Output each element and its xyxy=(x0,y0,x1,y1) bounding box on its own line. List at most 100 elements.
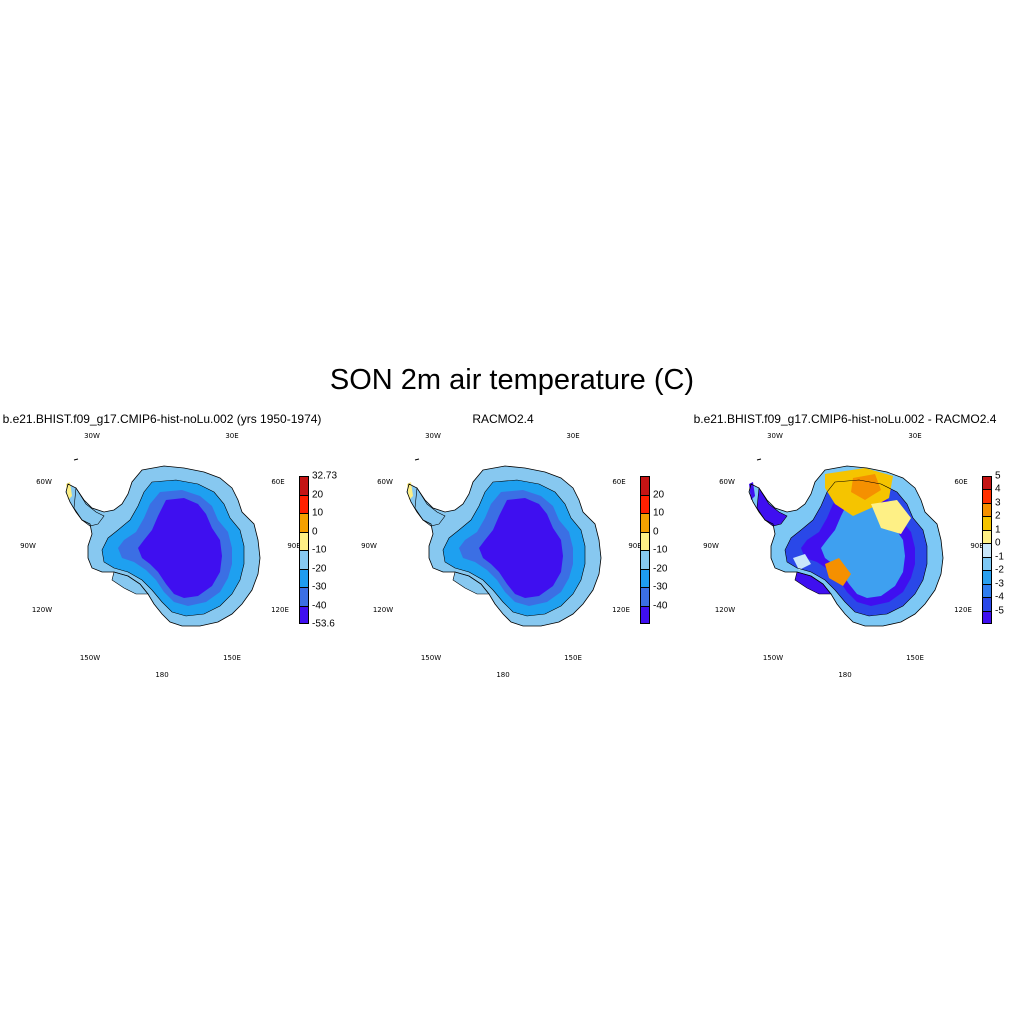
coastline xyxy=(748,465,944,627)
colorbar-label: -20 xyxy=(653,563,668,574)
graticule-label: 60W xyxy=(719,478,735,486)
colorbar xyxy=(299,476,309,624)
graticule-label: 180 xyxy=(838,671,852,679)
colorbar-segment xyxy=(640,605,650,624)
graticule-label: 30E xyxy=(908,432,922,440)
antarctica-map xyxy=(65,458,261,627)
colorbar-segment xyxy=(299,476,309,495)
colorbar-label: 0 xyxy=(995,537,1001,549)
graticule-label: 120W xyxy=(31,606,53,614)
graticule-label: 180 xyxy=(155,671,169,679)
colorbar-segment xyxy=(299,605,309,624)
colorbar-label: -53.6 xyxy=(312,618,335,630)
island-mark xyxy=(414,458,420,461)
colorbar-label: -4 xyxy=(995,591,1004,603)
colorbar-label: -5 xyxy=(995,605,1004,617)
colorbar-segment xyxy=(982,556,992,571)
graticule-label: 150W xyxy=(79,654,101,662)
colorbar-segment xyxy=(299,550,309,569)
panel-title: b.e21.BHIST.f09_g17.CMIP6-hist-noLu.002 … xyxy=(2,412,322,426)
colorbar-label: 20 xyxy=(312,489,324,500)
colorbar-segment xyxy=(982,570,992,584)
colorbar-segment xyxy=(299,513,309,532)
panel-title: b.e21.BHIST.f09_g17.CMIP6-hist-noLu.002 … xyxy=(693,412,997,426)
graticule-label: 90E xyxy=(628,542,642,550)
grounding-line xyxy=(442,479,586,617)
anomaly-patch xyxy=(825,558,851,586)
colorbar-label: 32.73 xyxy=(312,470,338,482)
colorbar-label: 4 xyxy=(995,483,1001,495)
colorbar-label: 20 xyxy=(653,489,665,500)
graticule-label: 150E xyxy=(223,654,241,662)
graticule-label: 60W xyxy=(36,478,52,486)
antarctica-map xyxy=(748,458,944,627)
colorbar xyxy=(640,476,650,624)
graticule-label: 90W xyxy=(361,542,377,550)
anomaly-patch xyxy=(793,554,811,570)
colorbar-segment xyxy=(982,516,992,530)
colorbar-label: 2 xyxy=(995,510,1001,522)
panel-title: RACMO2.4 xyxy=(472,412,534,426)
colorbar-label: 10 xyxy=(653,507,665,519)
colorbar-segment xyxy=(982,610,992,624)
colorbar-label: 3 xyxy=(995,497,1001,509)
colorbar-segment xyxy=(640,531,650,550)
colorbar-segment xyxy=(299,494,309,513)
panel-difference: b.e21.BHIST.f09_g17.CMIP6-hist-noLu.002 … xyxy=(675,408,1015,688)
colorbar-label: -40 xyxy=(653,600,668,611)
graticule-label: 30W xyxy=(767,432,783,440)
colorbar-segment xyxy=(982,502,992,517)
graticule-label: 120W xyxy=(372,606,394,614)
colorbar-label: -30 xyxy=(653,581,668,593)
colorbar-label: -1 xyxy=(995,551,1004,563)
colorbar-segment xyxy=(640,513,650,532)
graticule-label: 60E xyxy=(271,478,285,486)
grounding-line xyxy=(101,479,245,617)
panel-racmo: RACMO2.4 30W 30E 60W 60E 90W 90E 120W 120E 150W 1… xyxy=(333,408,673,688)
colorbar-segment xyxy=(299,568,309,587)
colorbar-label: -2 xyxy=(995,564,1004,576)
island-mark xyxy=(756,458,762,461)
colorbar-segment xyxy=(640,550,650,569)
panel-model: b.e21.BHIST.f09_g17.CMIP6-hist-noLu.002 … xyxy=(0,408,337,688)
graticule-label: 30E xyxy=(566,432,580,440)
colorbar-label: -10 xyxy=(653,544,668,556)
anomaly-patch xyxy=(871,500,911,534)
graticule-label: 150W xyxy=(420,654,442,662)
graticule-label: 150E xyxy=(564,654,582,662)
graticule-label: 120E xyxy=(612,606,630,614)
colorbar-segment xyxy=(640,568,650,587)
figure-title: SON 2m air temperature (C) xyxy=(329,364,695,396)
colorbar-segment xyxy=(640,494,650,513)
grounding-line xyxy=(784,479,928,617)
colorbar-segment xyxy=(982,543,992,557)
colorbar-label: -10 xyxy=(312,544,327,556)
graticule-label: 120E xyxy=(954,606,972,614)
graticule-label: 90E xyxy=(287,542,301,550)
graticule-label: 60W xyxy=(377,478,393,486)
antarctica-map xyxy=(406,458,602,627)
anomaly-patch xyxy=(851,474,881,500)
colorbar-label: -30 xyxy=(312,581,327,593)
graticule-label: 90E xyxy=(970,542,984,550)
colorbar-label: 0 xyxy=(653,526,659,537)
colorbar-segment xyxy=(982,597,992,611)
colorbar-segment xyxy=(640,476,650,495)
graticule-label: 120W xyxy=(714,606,736,614)
graticule-label: 30W xyxy=(84,432,100,440)
graticule-label: 60E xyxy=(612,478,626,486)
graticule-label: 150W xyxy=(762,654,784,662)
island-mark xyxy=(73,458,79,461)
colorbar-segment xyxy=(640,587,650,606)
ice-shelf xyxy=(414,487,446,527)
colorbar-label: 5 xyxy=(995,470,1001,482)
ice-shelf xyxy=(73,487,105,527)
graticule-label: 180 xyxy=(496,671,510,679)
colorbar-segment xyxy=(982,583,992,598)
colorbar-segment xyxy=(982,476,992,490)
graticule-label: 120E xyxy=(271,606,289,614)
graticule-label: 90W xyxy=(703,542,719,550)
interior-field xyxy=(138,498,222,598)
coastline xyxy=(65,465,261,627)
colorbar-segment xyxy=(982,489,992,503)
